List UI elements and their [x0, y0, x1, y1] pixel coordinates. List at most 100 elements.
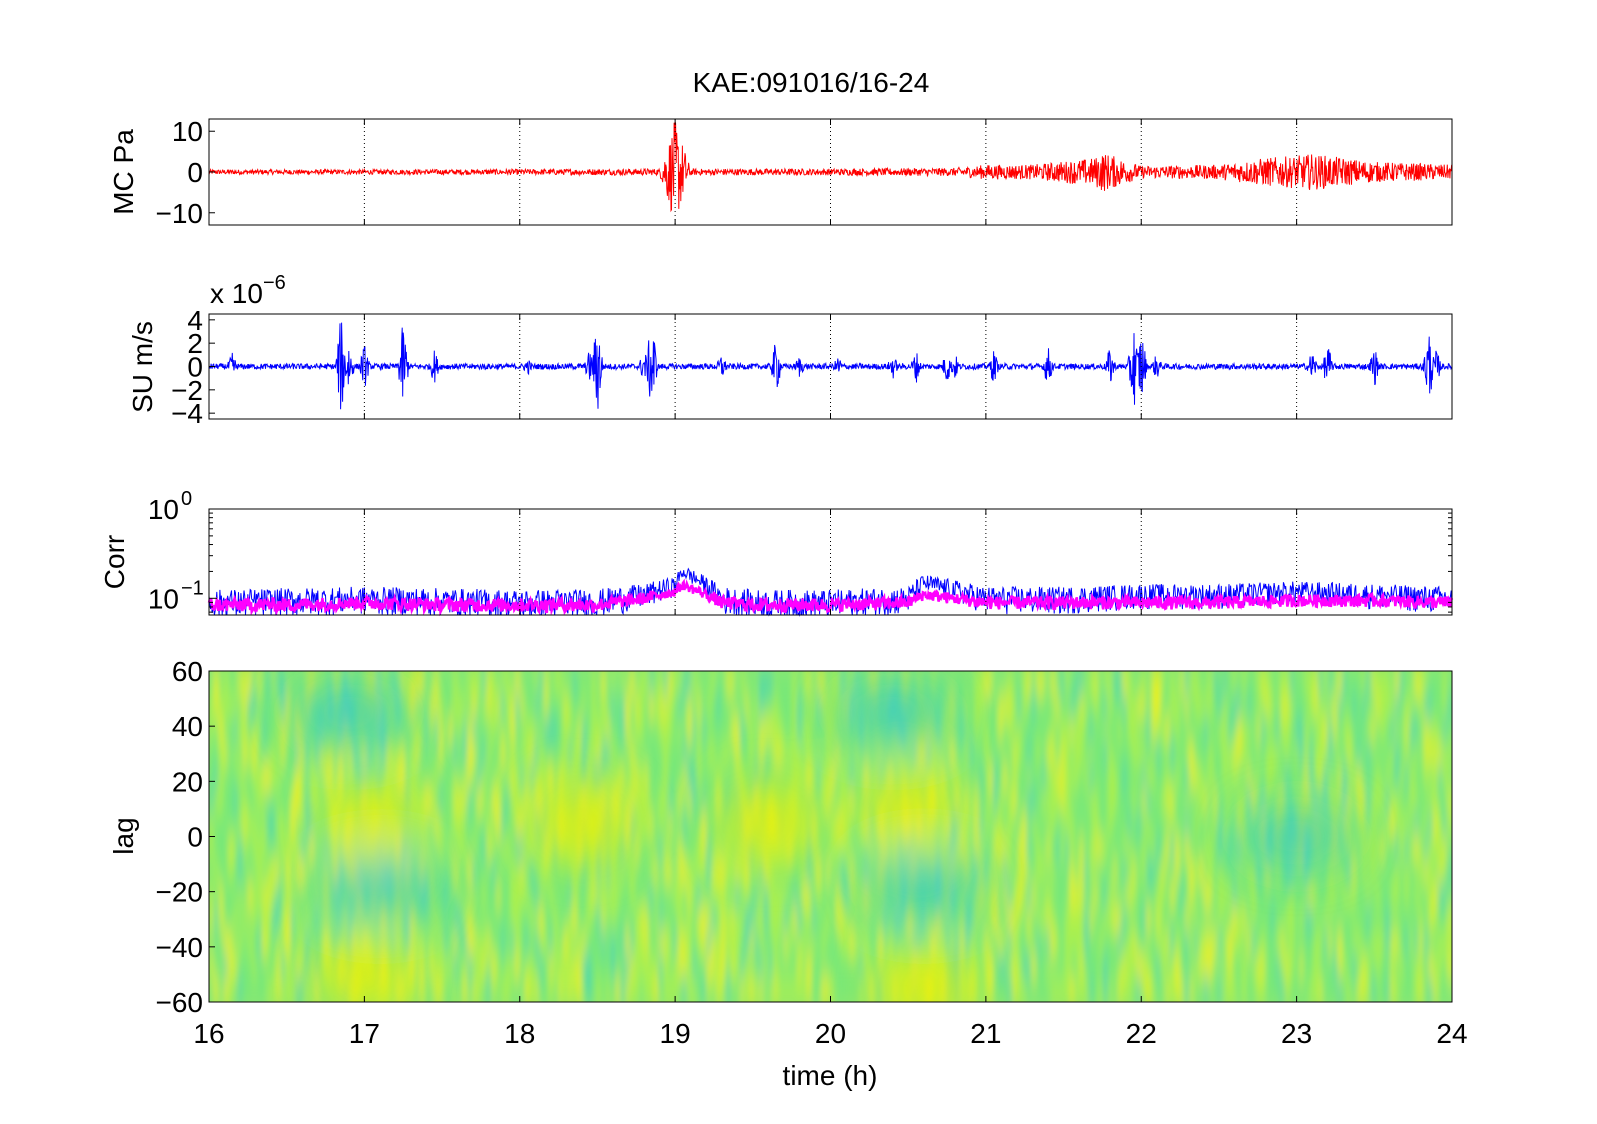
heatmap-cell [1055, 860, 1061, 885]
heatmap-cell [534, 812, 540, 838]
heatmap-cell [452, 789, 459, 814]
heatmap-cell [653, 954, 660, 980]
heatmap-cell [711, 765, 717, 790]
heatmap-cell [954, 765, 961, 790]
heatmap-cell [553, 883, 559, 909]
heatmap-cell [1308, 671, 1315, 696]
heatmap-cell [433, 907, 440, 932]
heatmap-cell [1356, 954, 1362, 980]
heatmap-cell [462, 954, 468, 980]
heatmap-cell [261, 741, 268, 767]
heatmap-cell [209, 883, 215, 909]
heatmap-cell [601, 765, 607, 790]
heatmap-cell [428, 718, 435, 743]
heatmap-cell [1346, 789, 1353, 814]
heatmap-cell [825, 931, 832, 956]
heatmap-cell [1346, 765, 1353, 790]
heatmap-cell [428, 694, 435, 719]
heatmap-cell [433, 694, 440, 719]
y-tick-label: 4 [187, 305, 203, 336]
heatmap-cell [1399, 812, 1405, 838]
heatmap-cell [443, 741, 449, 767]
heatmap-cell [1260, 931, 1267, 956]
heatmap-cell [658, 883, 664, 909]
heatmap-cell [1103, 765, 1109, 790]
heatmap-cell [1394, 836, 1401, 861]
heatmap-cell [1050, 883, 1056, 909]
heatmap-cell [754, 883, 760, 909]
heatmap-cell [1198, 789, 1205, 814]
heatmap-cell [591, 907, 598, 932]
heatmap-cell [754, 860, 760, 885]
heatmap-cell [959, 741, 966, 767]
heatmap-cell [1380, 741, 1386, 767]
heatmap-cell [438, 694, 445, 719]
heatmap-cell [758, 671, 765, 696]
heatmap-cell [830, 860, 837, 885]
heatmap-cell [323, 883, 330, 909]
heatmap-cell [1189, 978, 1195, 1002]
heatmap-cell [634, 812, 641, 838]
heatmap-cell [696, 860, 703, 885]
heatmap-cell [978, 860, 985, 885]
heatmap-cell [706, 694, 712, 719]
heatmap-cell [1279, 978, 1286, 1002]
heatmap-cell [586, 694, 593, 719]
heatmap-cell [562, 883, 569, 909]
heatmap-cell [711, 931, 717, 956]
heatmap-cell [1356, 931, 1362, 956]
heatmap-cell [1236, 836, 1243, 861]
heatmap-cell [945, 718, 951, 743]
heatmap-cell [1193, 931, 1200, 956]
heatmap-cell [1203, 694, 1209, 719]
heatmap-cell [1069, 812, 1076, 838]
heatmap-cell [562, 860, 569, 885]
heatmap-cell [754, 671, 760, 696]
heatmap-cell [1103, 954, 1109, 980]
heatmap-cell [1265, 931, 1272, 956]
heatmap-cell [816, 812, 822, 838]
heatmap-cell [448, 931, 454, 956]
heatmap-cell [1189, 694, 1195, 719]
heatmap-cell [706, 836, 712, 861]
heatmap-cell [271, 978, 277, 1002]
heatmap-cell [1083, 860, 1090, 885]
heatmap-cell [801, 978, 808, 1002]
heatmap-cell [1117, 978, 1123, 1002]
heatmap-cell [505, 860, 511, 885]
heatmap-cell [1203, 812, 1209, 838]
heatmap-cell [275, 931, 282, 956]
su-velocity-trace [208, 322, 1453, 410]
heatmap-cell [1165, 741, 1171, 767]
heatmap-cell [763, 954, 770, 980]
heatmap-cell [801, 883, 808, 909]
heatmap-cell [687, 860, 693, 885]
heatmap-cell [1069, 765, 1076, 790]
heatmap-cell [237, 931, 244, 956]
heatmap-cell [428, 978, 435, 1002]
heatmap-cell [1069, 931, 1076, 956]
heatmap-cell [486, 931, 492, 956]
heatmap-cell [964, 789, 970, 814]
heatmap-cell [1184, 812, 1190, 838]
heatmap-cell [1150, 694, 1157, 719]
heatmap-cell [1184, 694, 1190, 719]
heatmap-cell [1189, 789, 1195, 814]
heatmap-cell [624, 883, 631, 909]
heatmap-cell [1083, 883, 1090, 909]
heatmap-cell [271, 671, 277, 696]
heatmap-cell [1016, 978, 1023, 1002]
heatmap-cell [510, 694, 516, 719]
heatmap-cell [558, 860, 564, 885]
heatmap-cell [242, 741, 249, 767]
heatmap-cell [964, 741, 970, 767]
heatmap-cell [266, 671, 272, 696]
x-tick-label: 17 [349, 1018, 380, 1049]
heatmap-cell [213, 860, 220, 885]
heatmap-cell [1322, 718, 1329, 743]
heatmap-cell [428, 931, 435, 956]
heatmap-cell [261, 954, 268, 980]
heatmap-cell [682, 836, 688, 861]
heatmap-cell [247, 718, 253, 743]
heatmap-cell [1026, 718, 1033, 743]
